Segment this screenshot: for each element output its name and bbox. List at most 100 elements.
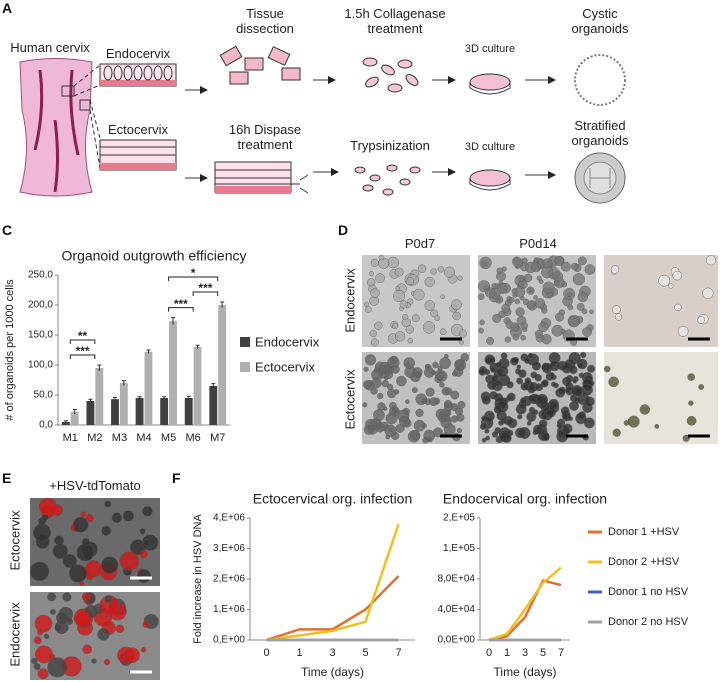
micrograph-detail <box>581 383 594 396</box>
micrograph-detail <box>424 276 435 288</box>
micrograph-detail <box>34 614 53 633</box>
chart-title: Ectocervical org. infection <box>253 491 413 507</box>
micrograph-detail <box>457 275 463 281</box>
micrograph-detail <box>525 379 531 384</box>
bar <box>86 401 95 425</box>
micrograph-detail <box>582 326 592 337</box>
micrograph-detail <box>392 407 398 414</box>
micrograph-detail <box>577 256 587 266</box>
diagram-label: 3D culture <box>464 43 516 55</box>
legend-swatch <box>240 337 250 347</box>
micrograph-detail <box>384 424 397 437</box>
micrograph-detail <box>422 423 427 428</box>
diagram-shapes <box>19 45 626 204</box>
micrographs <box>29 254 718 680</box>
micrograph-detail <box>531 262 541 273</box>
legend-label: Ectocervix <box>255 359 315 374</box>
micrograph-detail <box>451 371 458 377</box>
micrograph-detail <box>68 564 87 583</box>
micrograph-detail <box>390 364 400 374</box>
micrograph-detail <box>486 336 495 345</box>
micrograph-detail <box>515 307 525 317</box>
micrograph-detail <box>485 435 491 441</box>
micrograph-detail <box>546 291 554 299</box>
diagram-label: Trypsinization <box>350 138 430 153</box>
row-label: Ectocervix <box>7 510 23 571</box>
error-bar <box>97 364 102 371</box>
micrograph-detail <box>558 386 567 395</box>
row-label: Endocervix <box>7 602 23 667</box>
micrograph-detail <box>136 568 152 584</box>
micrograph-detail <box>384 370 393 379</box>
micrograph-detail <box>451 299 462 311</box>
micrograph-detail <box>478 327 484 334</box>
micrograph-detail <box>370 288 380 298</box>
y-tick-label: 2,E+05 <box>443 513 475 524</box>
charts: Organoid outgrowth efficiency # of organo… <box>4 248 689 679</box>
error-bar <box>186 395 191 400</box>
significance-label: *** <box>198 281 212 295</box>
micrograph-detail <box>705 255 717 266</box>
micrograph-detail <box>450 415 459 423</box>
micrograph-detail <box>698 384 705 390</box>
diagram-label: Human cervix <box>10 40 90 55</box>
micrograph-detail <box>514 286 526 298</box>
micrograph-detail <box>512 334 520 341</box>
micrograph-detail <box>81 537 91 547</box>
micrograph-detail <box>407 337 413 344</box>
micrograph-detail <box>551 324 564 337</box>
column-label: P0d14 <box>519 236 557 251</box>
line <box>488 579 562 642</box>
micrograph-detail <box>677 325 689 337</box>
micrograph-detail <box>569 365 578 375</box>
diagram-label: 3D culture <box>464 141 516 153</box>
micrograph-detail <box>494 380 501 386</box>
error-bar <box>112 396 117 401</box>
x-tick-label: M3 <box>112 432 127 444</box>
micrograph-detail <box>459 339 464 345</box>
micrograph-detail <box>424 300 435 311</box>
micrograph-detail <box>444 415 451 422</box>
micrograph-detail <box>581 308 588 315</box>
panel-label: F <box>172 470 181 486</box>
micrograph <box>604 255 718 347</box>
diagram-label: 1.5h Collagenase treatment <box>344 6 446 36</box>
significance-bracket <box>69 339 96 344</box>
x-tick-label: M7 <box>210 432 225 444</box>
micrograph-detail <box>524 357 531 364</box>
legend-swatch <box>240 362 250 372</box>
micrograph-detail <box>533 257 540 263</box>
x-tick-label: M1 <box>63 432 78 444</box>
micrograph-detail <box>41 513 49 521</box>
diagram-label: Cystic organoids <box>571 6 629 36</box>
micrograph-detail <box>397 409 410 422</box>
micrograph-detail <box>578 411 586 419</box>
micrograph-detail <box>567 304 574 311</box>
significance-label: ** <box>78 329 88 343</box>
micrograph-detail <box>496 267 503 274</box>
line <box>266 523 400 642</box>
x-tick-label: M6 <box>186 432 201 444</box>
x-tick-label: M5 <box>161 432 176 444</box>
micrograph-detail <box>369 329 377 338</box>
legend-label: Donor 2 +HSV <box>608 556 680 568</box>
micrograph-detail <box>526 421 532 426</box>
x-tick-label: 7 <box>395 647 401 659</box>
micrograph-detail <box>391 322 399 330</box>
micrograph-detail <box>479 319 485 326</box>
micrograph-detail <box>499 431 511 443</box>
bar <box>218 305 227 425</box>
micrograph-detail <box>554 255 565 266</box>
micrograph-detail <box>520 321 529 330</box>
micrograph-detail <box>506 392 516 402</box>
micrograph-detail <box>35 645 53 664</box>
significance-bracket <box>168 307 194 312</box>
micrograph-detail <box>62 592 72 602</box>
micrograph-detail <box>519 397 527 404</box>
y-tick-label: 1,E+06 <box>213 604 245 615</box>
micrograph-detail <box>562 412 571 422</box>
micrograph-detail <box>375 273 385 284</box>
micrograph-detail <box>411 314 420 323</box>
